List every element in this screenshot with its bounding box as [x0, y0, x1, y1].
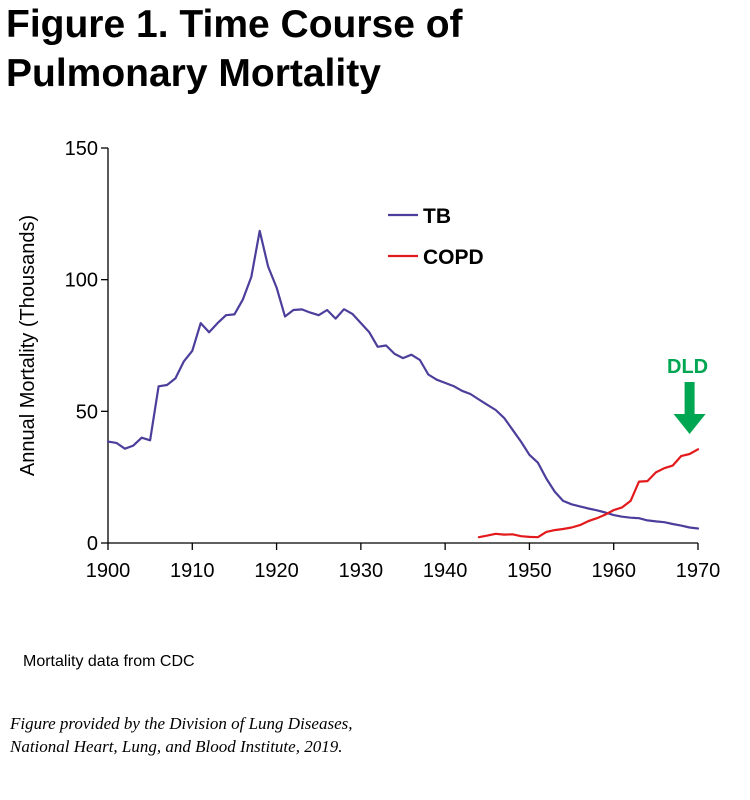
figure-credit-line-2: National Heart, Lung, and Blood Institut… [10, 737, 343, 756]
figure-credit: Figure provided by the Division of Lung … [10, 712, 352, 758]
x-tick-label: 1910 [170, 560, 215, 582]
figure-credit-line-1: Figure provided by the Division of Lung … [10, 714, 353, 733]
mortality-line-chart: 0 50 100 150 1900 1910 1920 1930 1940 1950 1960 197… [17, 138, 720, 582]
chart-series [106, 229, 700, 539]
y-tick-label: 0 [87, 533, 98, 555]
series-line-tb [106, 229, 700, 530]
chart-legend: TB COPD [388, 205, 484, 269]
legend-label-tb: TB [423, 205, 451, 228]
y-tick-label: 150 [65, 138, 98, 160]
y-axis-label: Annual Mortality (Thousands) [17, 215, 39, 476]
chart-axes: 0 50 100 150 1900 1910 1920 1930 1940 1950 1960 197… [17, 138, 720, 582]
arrow-down-icon [673, 382, 706, 434]
y-tick-label: 50 [76, 401, 98, 423]
x-tick-label: 1940 [423, 560, 468, 582]
figure-title-line-1: Figure 1. Time Course of [6, 3, 463, 46]
x-tick-label: 1960 [591, 560, 636, 582]
x-tick-label: 1970 [676, 560, 721, 582]
series-line-copd [477, 448, 700, 539]
x-tick-label: 1930 [339, 560, 384, 582]
x-tick-label: 1950 [507, 560, 552, 582]
legend-label-copd: COPD [423, 246, 484, 269]
figure-title-line-2: Pulmonary Mortality [6, 52, 381, 95]
data-source-note: Mortality data from CDC [23, 653, 195, 670]
chart-annotation: DLD [667, 356, 708, 434]
figure-title: Figure 1. Time Course of Pulmonary Morta… [6, 0, 526, 98]
x-tick-label: 1900 [86, 560, 131, 582]
x-tick-label: 1920 [254, 560, 299, 582]
y-tick-label: 100 [65, 270, 98, 292]
annotation-dld-label: DLD [667, 356, 708, 378]
